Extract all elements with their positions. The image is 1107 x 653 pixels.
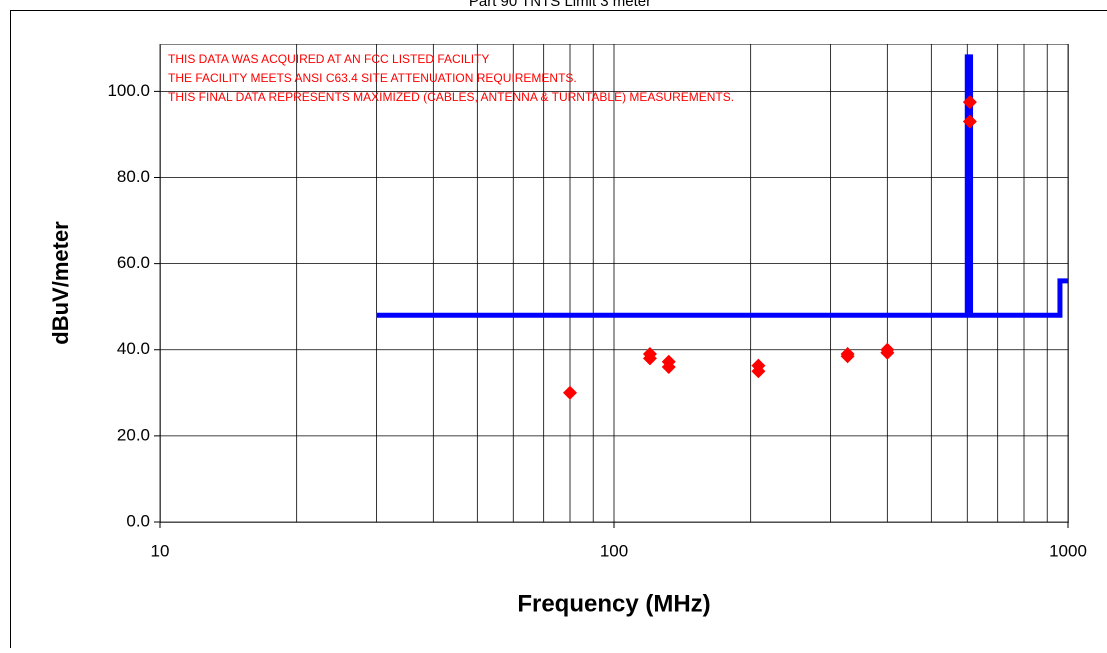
x-tick-label: 100	[600, 541, 628, 560]
x-axis-label: Frequency (MHz)	[517, 590, 710, 617]
x-tick-label: 1000	[1049, 541, 1087, 560]
y-tick-label: 40.0	[117, 339, 150, 358]
y-axis-label: dBuV/meter	[48, 221, 73, 345]
y-tick-label: 0.0	[126, 511, 150, 530]
x-tick-label: 10	[151, 541, 170, 560]
annotation: THIS FINAL DATA REPRESENTS MAXIMIZED (CA…	[168, 90, 734, 104]
y-tick-label: 100.0	[107, 81, 150, 100]
y-tick-label: 60.0	[117, 253, 150, 272]
annotation: THE FACILITY MEETS ANSI C63.4 SITE ATTEN…	[168, 71, 577, 85]
chart-title: Part 90 TNTS Limit 3 meter	[469, 0, 651, 10]
y-tick-label: 20.0	[117, 425, 150, 444]
annotation: THIS DATA WAS ACQUIRED AT AN FCC LISTED …	[168, 52, 489, 66]
y-tick-label: 80.0	[117, 167, 150, 186]
